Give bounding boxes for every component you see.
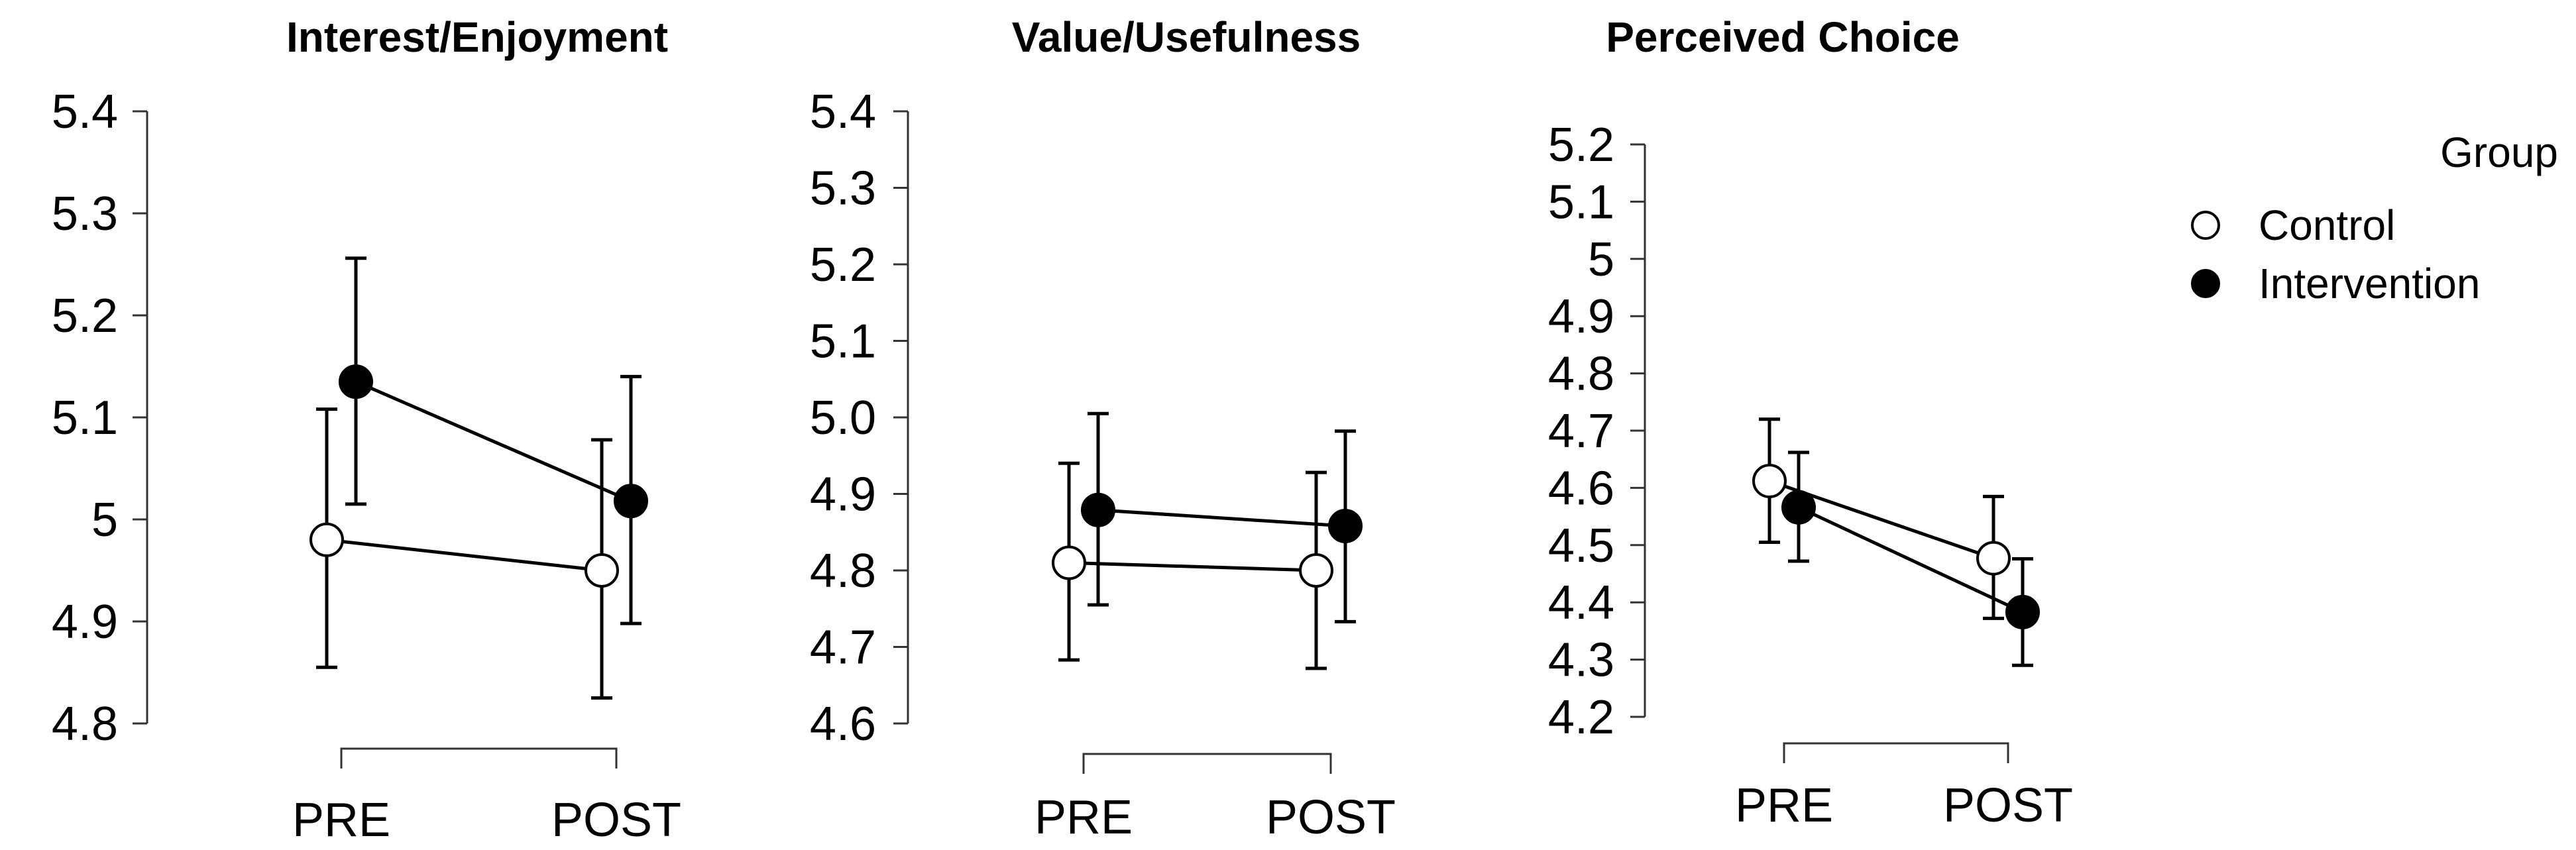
data-point-control (1052, 545, 1086, 580)
x-tick-label-pre: PRE (292, 794, 390, 847)
x-axis-line (1082, 753, 1332, 774)
series-line-control (1068, 560, 1317, 572)
legend-label-control: Control (2259, 201, 2395, 249)
legend-marker-control (2191, 211, 2220, 240)
chart-title: Interest/Enjoyment (286, 13, 668, 61)
legend-title: Group (2440, 129, 2558, 176)
y-tick-label: 5.4 (810, 85, 876, 138)
y-tick-label: 5.0 (810, 392, 876, 445)
y-tick-label: 5 (1588, 233, 1614, 286)
y-tick-label: 4.9 (810, 468, 876, 521)
legend: Group Control Intervention (2191, 129, 2558, 307)
data-point-control (1976, 541, 2011, 576)
y-tick-label: 4.9 (1548, 290, 1614, 343)
y-tick-label: 4.4 (1548, 576, 1614, 629)
y-tick-label: 5.1 (1548, 176, 1614, 229)
y-tick-label: 4.6 (1548, 462, 1614, 515)
y-tick-label: 5.2 (52, 290, 118, 343)
y-tick-label: 4.2 (1548, 691, 1614, 744)
legend-label-intervention: Intervention (2259, 260, 2480, 307)
panel-perceived-choice: Perceived Choice 4.24.34.44.54.64.74.84.9… (1548, 13, 2073, 832)
series-line-control (326, 538, 602, 572)
y-tick-label: 5.3 (52, 187, 118, 240)
data-point-intervention (2005, 594, 2040, 629)
x-axis-line (340, 747, 618, 769)
data-point-control (585, 553, 619, 588)
data-point-control (1299, 553, 1333, 588)
y-tick-label: 4.7 (1548, 405, 1614, 458)
chart-title: Perceived Choice (1606, 13, 1960, 61)
y-tick-label: 4.6 (810, 698, 876, 751)
data-point-control (309, 522, 344, 557)
data-point-intervention (1328, 509, 1363, 544)
series-line-intervention (1097, 508, 1346, 528)
chart-title: Value/Usefulness (1012, 13, 1361, 61)
series-line-intervention (1797, 505, 2024, 614)
x-tick-label-post: POST (1943, 779, 2073, 832)
panel-interest-enjoyment: Interest/Enjoyment 4.8 4.9 5 5.1 5.2 5.3 5.4 PRE… (52, 13, 681, 847)
x-tick-label-post: POST (1266, 791, 1396, 844)
legend-marker-intervention (2191, 269, 2220, 298)
y-tick-label: 5 (91, 494, 118, 547)
x-axis-line (1783, 742, 2009, 763)
y-tick-label: 4.5 (1548, 519, 1614, 572)
y-tick-label: 5.1 (810, 315, 876, 368)
data-point-intervention (1081, 492, 1115, 527)
y-tick-label: 4.8 (52, 698, 118, 751)
y-tick-label: 4.8 (1548, 348, 1614, 401)
data-point-control (1752, 464, 1787, 499)
series-line-intervention (355, 380, 632, 503)
data-point-intervention (1781, 490, 1816, 525)
data-point-intervention (614, 484, 648, 519)
y-tick-label: 5.4 (52, 85, 118, 138)
x-tick-label-post: POST (551, 794, 681, 847)
y-tick-label: 5.3 (810, 162, 876, 215)
y-tick-label: 4.7 (810, 621, 876, 674)
x-tick-label-pre: PRE (1035, 791, 1133, 844)
y-tick-label: 5.2 (1548, 119, 1614, 172)
panel-value-usefulness: Value/Usefulness 4.6 4.7 4.8 4.9 5.0 5.1 5.2 5.3… (810, 13, 1396, 844)
y-tick-label: 4.9 (52, 596, 118, 649)
x-tick-label-pre: PRE (1735, 779, 1833, 832)
data-point-intervention (339, 364, 373, 399)
y-tick-label: 4.3 (1548, 634, 1614, 687)
y-tick-label: 4.8 (810, 545, 876, 598)
y-tick-label: 5.1 (52, 392, 118, 445)
y-tick-label: 5.2 (810, 239, 876, 292)
